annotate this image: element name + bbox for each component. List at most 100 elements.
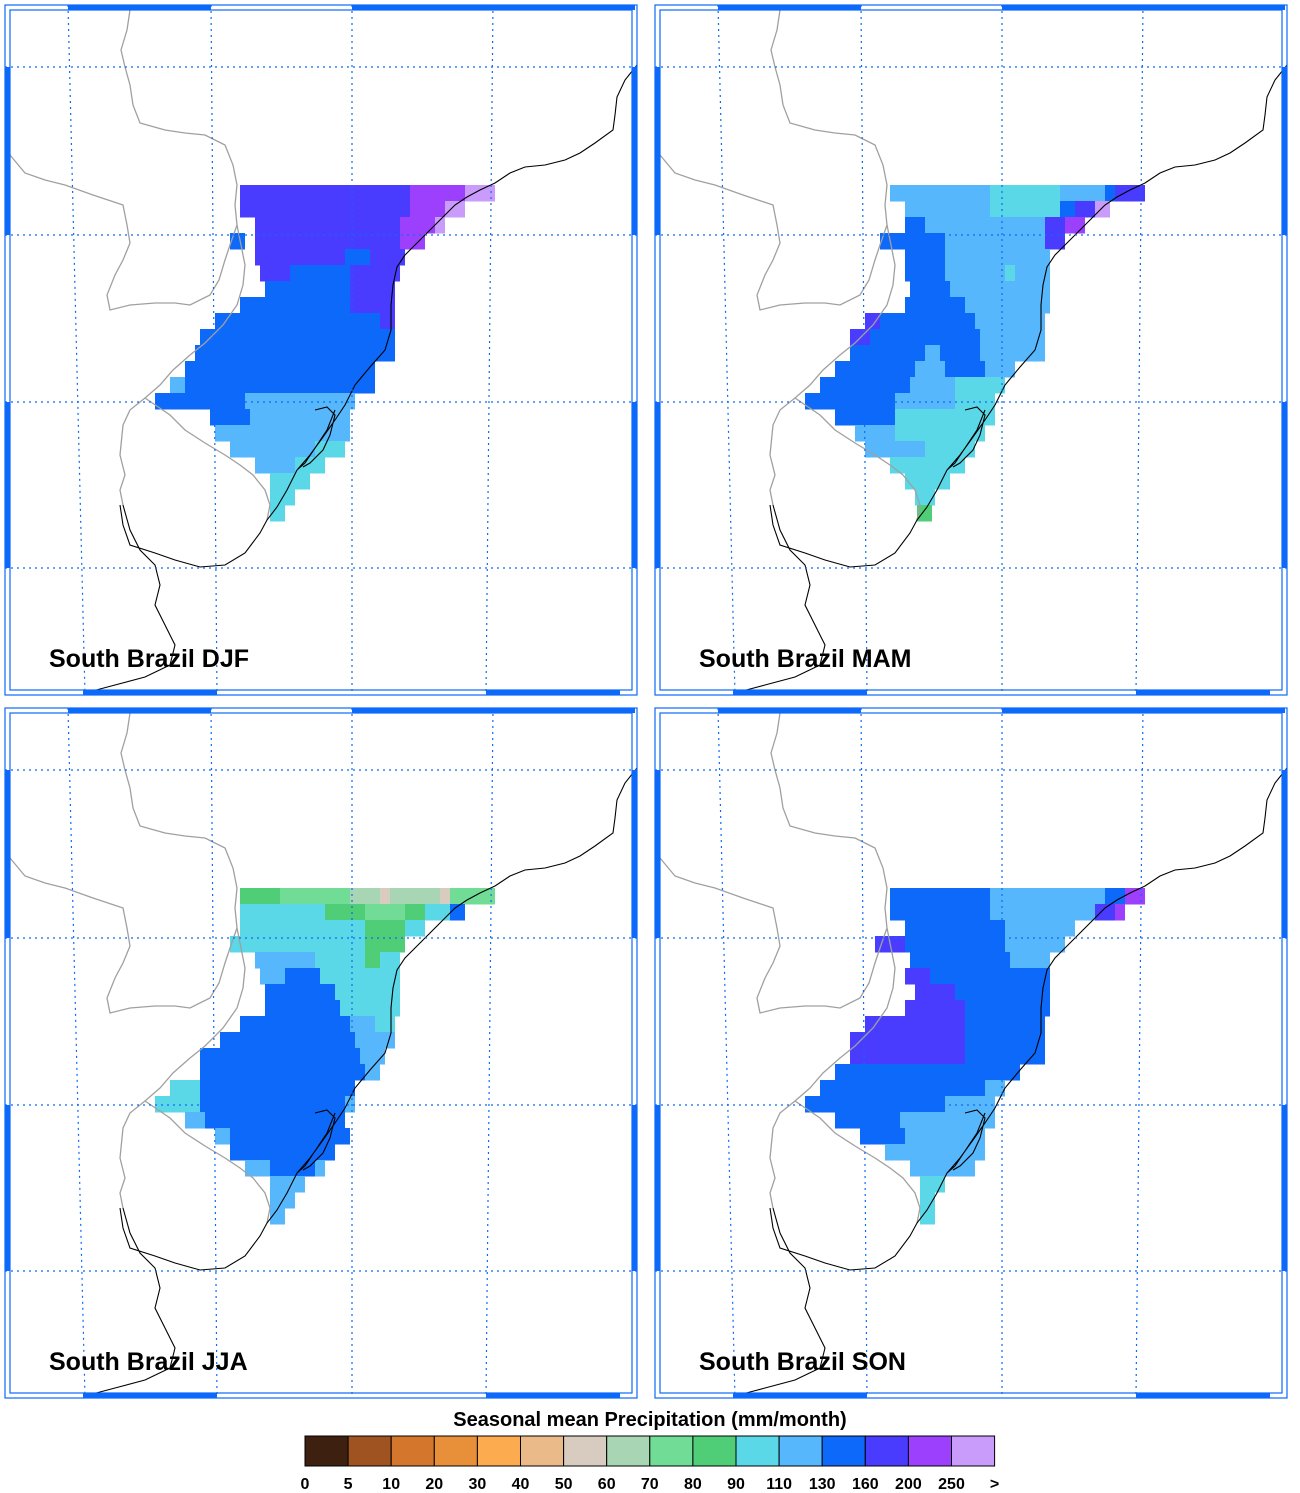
legend-swatch [520, 1435, 565, 1467]
country-border [9, 712, 271, 1224]
legend-label: 50 [555, 1476, 573, 1493]
precip-cell [230, 233, 245, 250]
precip-cell [905, 249, 945, 266]
precip-cell [965, 297, 1050, 314]
legend-label: 130 [809, 1476, 836, 1493]
precip-cell [240, 920, 365, 937]
legend-label: > [990, 1476, 999, 1493]
precip-cell [315, 441, 345, 458]
coastline [734, 767, 1288, 1397]
precip-cell [905, 1000, 965, 1017]
country-border [659, 9, 921, 521]
precip-cell [1105, 888, 1125, 905]
precip-cell [945, 361, 985, 378]
precip-cell [855, 425, 895, 442]
precip-cell [955, 393, 995, 410]
precip-cell [905, 1128, 985, 1145]
panel-title: South Brazil JJA [49, 1348, 248, 1376]
precip-cell [155, 1096, 200, 1113]
precip-cell [425, 904, 450, 921]
precip-cell [895, 409, 995, 426]
frame-tick-right [632, 67, 637, 235]
precip-cell [350, 1016, 375, 1033]
precip-cell [905, 201, 990, 218]
legend-swatch [476, 1435, 521, 1467]
precip-cell [905, 936, 1005, 953]
frame-tick-right [1282, 402, 1287, 568]
precip-cell [890, 904, 990, 921]
precip-cell [465, 185, 495, 202]
precip-cell [905, 297, 965, 314]
precip-cell [345, 249, 370, 266]
precip-cell [380, 313, 395, 330]
panel-title: South Brazil SON [699, 1348, 906, 1376]
precip-cell [990, 904, 1095, 921]
precip-cell [1060, 185, 1105, 202]
longitude-gridline [67, 707, 86, 1399]
legend-label: 80 [684, 1476, 702, 1493]
frame-outer [4, 707, 638, 1399]
legend-swatch [390, 1435, 435, 1467]
precip-cell [910, 377, 955, 394]
precip-cell [917, 505, 932, 522]
frame-tick-right [1282, 67, 1287, 235]
precip-cell [245, 1160, 270, 1177]
legend-label: 10 [382, 1476, 400, 1493]
precip-cell [375, 1016, 395, 1033]
panel-son: South Brazil SON [654, 707, 1288, 1399]
frame-tick-bottom [486, 690, 620, 695]
precip-cell [340, 1000, 400, 1017]
precip-cell [270, 505, 285, 522]
precip-cell [905, 217, 925, 234]
precip-cell [215, 425, 350, 442]
frame-tick-left [655, 67, 660, 235]
frame-tick-left [5, 402, 10, 568]
frame-tick-left [5, 1105, 10, 1271]
precip-cell [410, 185, 465, 202]
precip-cell [925, 441, 975, 458]
frame-tick-right [1282, 770, 1287, 938]
precip-cell [240, 904, 325, 921]
precip-cell [270, 1208, 285, 1225]
precip-cell [255, 249, 345, 266]
frame-tick-top [68, 5, 211, 10]
precip-cell [850, 1032, 965, 1049]
precip-cell [445, 201, 465, 218]
legend-label: 30 [469, 1476, 487, 1493]
panel-title: South Brazil DJF [49, 645, 249, 673]
lat-lon-grid [5, 4, 637, 696]
panel-djf: South Brazil DJF [4, 4, 638, 696]
precip-cell [200, 1048, 360, 1065]
precip-cell [930, 968, 965, 985]
lat-lon-grid [655, 4, 1287, 696]
precip-cell [955, 377, 1005, 394]
precip-cell [240, 888, 280, 905]
precip-cell [450, 888, 495, 905]
country-border [9, 9, 271, 521]
legend-swatches [304, 1435, 996, 1467]
precip-cell [1125, 888, 1145, 905]
precip-cells [155, 888, 495, 1225]
precip-cell [1060, 201, 1075, 218]
frame-inner [659, 712, 1283, 1394]
precip-cell [805, 1096, 945, 1113]
frame-tick-right [632, 770, 637, 938]
precip-cell [185, 361, 375, 378]
precip-cell [900, 1112, 995, 1129]
precip-cell [265, 1000, 340, 1017]
precip-cell [365, 1064, 380, 1081]
precip-cell [965, 1016, 1045, 1033]
precip-cell [895, 425, 985, 442]
longitude-gridline [860, 707, 868, 1399]
precip-cell [265, 984, 335, 1001]
precip-cell [945, 265, 1005, 282]
precip-cell [1095, 904, 1115, 921]
legend-label: 40 [512, 1476, 530, 1493]
precip-cell [295, 457, 325, 474]
frame-tick-bottom [83, 690, 217, 695]
precip-cell [240, 185, 410, 202]
frame-tick-top [718, 5, 861, 10]
precip-cell [990, 185, 1060, 202]
panel-frame [654, 707, 1288, 1399]
